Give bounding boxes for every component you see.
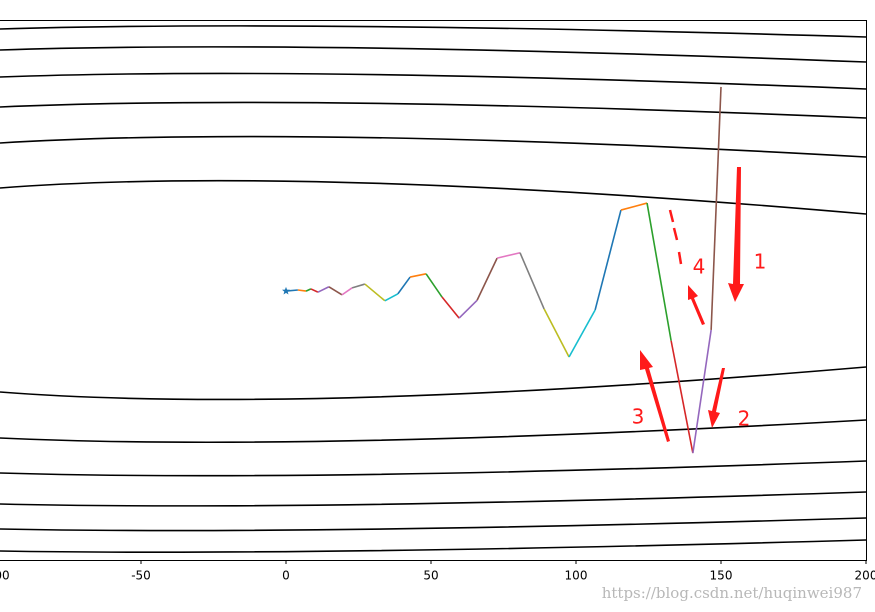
- contour-line: [0, 46, 867, 63]
- path-segment: [317, 286, 330, 293]
- contour-line: [0, 419, 867, 444]
- contour-line: [0, 25, 867, 38]
- arrow: [688, 285, 705, 325]
- path-segment: [341, 287, 353, 296]
- contour-line: [0, 539, 867, 553]
- x-tick-label: -100: [0, 569, 10, 583]
- annotation: 1: [754, 250, 767, 274]
- path-segment: [305, 288, 312, 292]
- path-segment: [441, 296, 460, 319]
- arrow: [708, 368, 725, 428]
- dash-mark: [668, 209, 683, 265]
- contour-line: [0, 179, 867, 215]
- path-segment: [384, 293, 399, 302]
- path-segment: [328, 286, 343, 296]
- x-tick-label: 0: [282, 569, 290, 583]
- contour-line: [0, 135, 867, 158]
- watermark: https://blog.csdn.net/huqinwei987: [602, 584, 862, 602]
- contour-line: [0, 366, 867, 401]
- path-segment: [519, 252, 545, 310]
- path-segment: [496, 251, 521, 259]
- arrow: [728, 167, 744, 302]
- contour-line: [0, 101, 867, 119]
- path-segment: [397, 276, 411, 295]
- annotation-arrows: [640, 167, 744, 442]
- path-segment: [409, 273, 427, 278]
- path-segment: [543, 308, 570, 358]
- path-segment: [692, 329, 712, 454]
- path-segment: [351, 283, 366, 289]
- x-axis: -100 -50 0 50 100 150 200: [0, 560, 875, 583]
- path-segment: [476, 257, 498, 301]
- path-segment: [710, 86, 722, 330]
- start-marker: [282, 286, 290, 295]
- x-tick-label: 100: [565, 569, 588, 583]
- contour-line: [0, 460, 867, 477]
- path-segment: [568, 309, 596, 358]
- path-segment: [646, 202, 672, 341]
- descent-path: [282, 86, 722, 454]
- contour-line: [0, 72, 867, 90]
- x-tick-label: 200: [855, 569, 875, 583]
- path-segment: [364, 283, 386, 302]
- annotation: 4: [693, 255, 706, 279]
- path-segment: [620, 202, 648, 211]
- annotation: 2: [738, 407, 751, 431]
- x-tick-label: 50: [423, 569, 438, 583]
- contour-line: [0, 517, 867, 532]
- path-segment: [310, 288, 319, 293]
- path-segment: [425, 273, 443, 298]
- path-segment: [670, 340, 694, 454]
- x-tick-label: 150: [710, 569, 733, 583]
- annotation: 3: [632, 405, 645, 429]
- arrow: [640, 350, 670, 442]
- contours: [0, 25, 867, 553]
- axes-frame: [0, 20, 867, 561]
- path-segment: [458, 299, 478, 319]
- path-segment: [594, 209, 622, 311]
- path-segment: [297, 289, 307, 292]
- x-tick-label: -50: [131, 569, 151, 583]
- frame: [0, 20, 867, 561]
- contour-line: [0, 491, 867, 507]
